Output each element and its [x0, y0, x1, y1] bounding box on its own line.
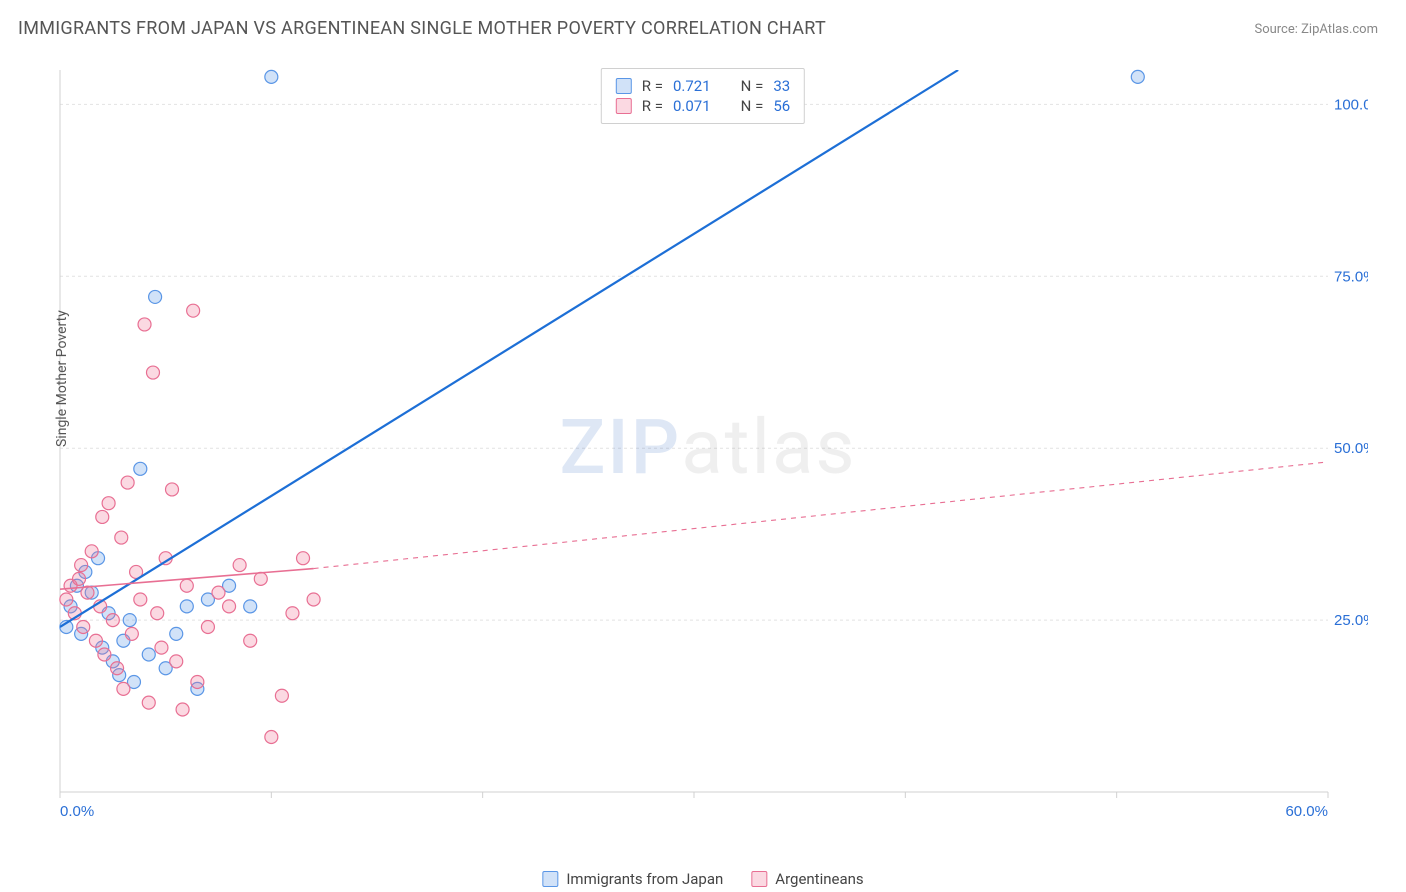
data-point	[142, 648, 155, 661]
data-point	[191, 675, 204, 688]
data-point	[111, 662, 124, 675]
n-label: N =	[741, 77, 764, 95]
legend-swatch	[616, 78, 632, 94]
series-legend: Immigrants from Japan Argentineans	[542, 870, 863, 888]
data-point	[121, 476, 134, 489]
source-label: Source: ZipAtlas.com	[1254, 22, 1378, 37]
x-tick-label: 0.0%	[60, 803, 94, 820]
data-point	[286, 607, 299, 620]
legend-item: Immigrants from Japan	[542, 870, 723, 888]
legend-item: Argentineans	[751, 870, 863, 888]
legend-label: Argentineans	[775, 870, 863, 888]
legend-row: R = 0.721 N = 33	[616, 77, 790, 95]
data-point	[96, 510, 109, 523]
plot-area: Single Mother Poverty ZIPatlas 25.0%50.0…	[48, 62, 1368, 832]
data-point	[254, 572, 267, 585]
data-point	[89, 634, 102, 647]
correlation-legend: R = 0.721 N = 33 R = 0.071 N = 56	[601, 68, 805, 124]
x-tick-label: 60.0%	[1285, 803, 1328, 820]
r-label: R =	[642, 97, 663, 115]
data-point	[125, 627, 138, 640]
legend-label: Immigrants from Japan	[566, 870, 723, 888]
y-axis-label: Single Mother Poverty	[54, 310, 70, 447]
chart-title: IMMIGRANTS FROM JAPAN VS ARGENTINEAN SIN…	[18, 18, 826, 39]
data-point	[223, 600, 236, 613]
n-value: 56	[773, 97, 790, 115]
data-point	[106, 614, 119, 627]
data-point	[73, 572, 86, 585]
data-point	[201, 620, 214, 633]
scatter-chart: 25.0% 50.0% 75.0% 100.0% 0.0% 60.0%	[48, 62, 1368, 832]
data-point	[275, 689, 288, 702]
data-point	[180, 579, 193, 592]
data-point	[115, 531, 128, 544]
data-point	[244, 600, 257, 613]
data-point	[134, 462, 147, 475]
trend-line	[60, 70, 958, 627]
data-point	[134, 593, 147, 606]
chart-container: IMMIGRANTS FROM JAPAN VS ARGENTINEAN SIN…	[0, 0, 1406, 892]
data-point	[75, 559, 88, 572]
data-point	[180, 600, 193, 613]
n-value: 33	[773, 77, 790, 95]
data-point	[170, 627, 183, 640]
data-point	[244, 634, 257, 647]
data-point	[123, 614, 136, 627]
legend-row: R = 0.071 N = 56	[616, 97, 790, 115]
n-label: N =	[741, 97, 764, 115]
data-point	[77, 620, 90, 633]
data-point	[265, 70, 278, 83]
data-point	[102, 497, 115, 510]
data-point	[166, 483, 179, 496]
y-tick-label: 25.0%	[1334, 612, 1368, 629]
y-tick-label: 50.0%	[1334, 440, 1368, 457]
data-point	[187, 304, 200, 317]
data-point	[149, 290, 162, 303]
trend-line-extrapolated	[314, 462, 1328, 569]
data-point	[233, 559, 246, 572]
y-tick-label: 100.0%	[1334, 96, 1368, 113]
legend-swatch	[751, 871, 767, 887]
data-point	[307, 593, 320, 606]
legend-swatch	[542, 871, 558, 887]
data-point	[85, 545, 98, 558]
data-point	[170, 655, 183, 668]
legend-swatch	[616, 98, 632, 114]
data-point	[297, 552, 310, 565]
data-point	[117, 682, 130, 695]
data-point	[212, 586, 225, 599]
data-point	[60, 593, 73, 606]
data-point	[98, 648, 111, 661]
data-point	[176, 703, 189, 716]
r-value: 0.071	[673, 97, 711, 115]
data-point	[146, 366, 159, 379]
data-point	[265, 730, 278, 743]
r-label: R =	[642, 77, 663, 95]
data-point	[155, 641, 168, 654]
data-point	[1131, 70, 1144, 83]
data-point	[151, 607, 164, 620]
data-point	[142, 696, 155, 709]
y-tick-label: 75.0%	[1334, 268, 1368, 285]
data-point	[138, 318, 151, 331]
r-value: 0.721	[673, 77, 711, 95]
